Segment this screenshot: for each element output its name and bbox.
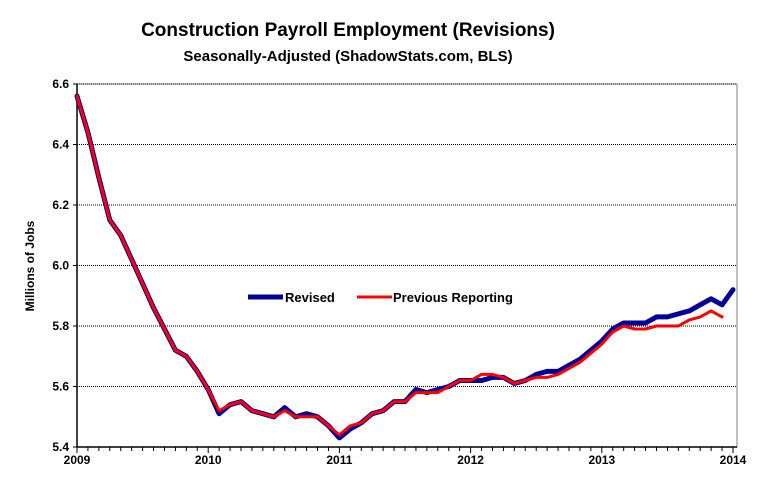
y-tick-label: 6.0 <box>52 259 69 273</box>
chart-subtitle: Seasonally-Adjusted (ShadowStats.com, BL… <box>183 48 512 65</box>
y-axis-label: Millions of Jobs <box>23 220 37 311</box>
legend-label-revised: Revised <box>285 290 335 305</box>
x-tick-label: 2012 <box>457 453 484 467</box>
legend-label-previous: Previous Reporting <box>393 290 513 305</box>
y-tick-label: 5.4 <box>52 440 69 454</box>
x-tick-label: 2010 <box>195 453 222 467</box>
legend: Revised Previous Reporting <box>248 290 513 305</box>
chart-title: Construction Payroll Employment (Revisio… <box>141 20 555 41</box>
y-tick-label: 6.2 <box>52 198 69 212</box>
x-tick-label: 2009 <box>64 453 91 467</box>
x-tick-label: 2013 <box>588 453 615 467</box>
y-tick-label: 5.6 <box>52 380 69 394</box>
series-line-previous-reporting <box>75 94 724 437</box>
y-tick-label: 5.8 <box>52 319 69 333</box>
x-tick-label: 2014 <box>720 453 747 467</box>
y-tick-label: 6.6 <box>52 77 69 91</box>
x-tick-label: 2011 <box>326 453 352 467</box>
y-tick-label: 6.4 <box>52 138 69 152</box>
